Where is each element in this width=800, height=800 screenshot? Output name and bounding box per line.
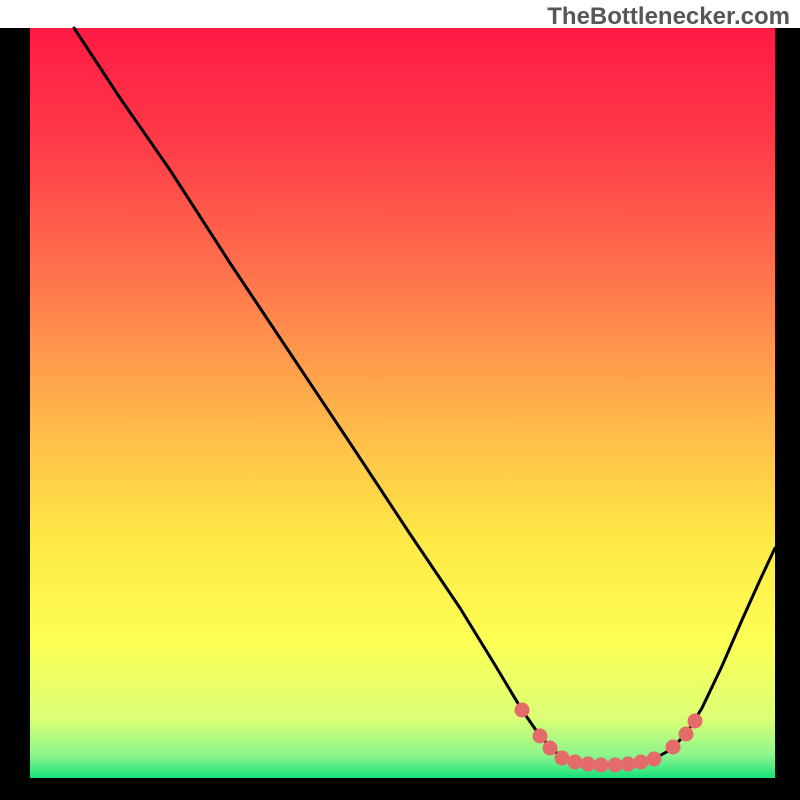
marker-point xyxy=(534,730,546,742)
marker-group xyxy=(516,704,701,771)
marker-point xyxy=(544,742,556,754)
border-right xyxy=(775,28,800,800)
marker-point xyxy=(595,759,607,771)
marker-point xyxy=(667,741,679,753)
marker-point xyxy=(635,756,647,768)
marker-point xyxy=(582,758,594,770)
border-bottom xyxy=(0,778,800,800)
marker-point xyxy=(516,704,528,716)
bottleneck-curve xyxy=(74,28,775,765)
border-left xyxy=(0,28,30,800)
marker-point xyxy=(556,752,568,764)
curve-layer xyxy=(30,28,775,778)
marker-point xyxy=(689,715,701,727)
marker-point xyxy=(622,758,634,770)
attribution-label: TheBottlenecker.com xyxy=(547,3,790,31)
marker-point xyxy=(648,753,660,765)
bottleneck-chart: TheBottlenecker.com xyxy=(0,0,800,800)
marker-point xyxy=(680,728,692,740)
marker-point xyxy=(569,756,581,768)
marker-point xyxy=(609,759,621,771)
